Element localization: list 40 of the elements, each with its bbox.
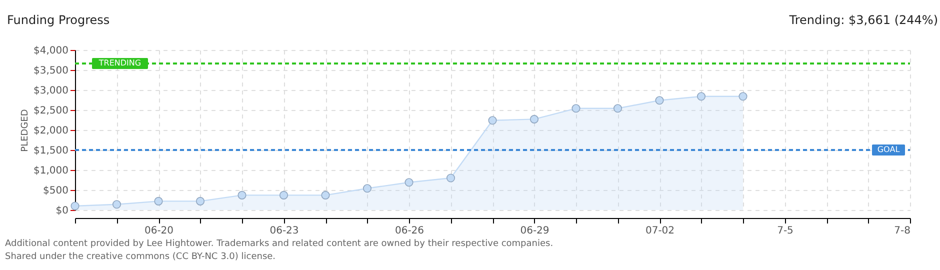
x-tick-label: 06-20	[144, 226, 174, 236]
point	[321, 190, 330, 200]
point	[70, 202, 80, 210]
point	[530, 114, 539, 124]
y-tick-label: $3,000	[34, 86, 68, 96]
y-axis-title: PLEDGED	[20, 109, 31, 152]
y-tick-label: $1,000	[34, 166, 68, 176]
x-tick-label: 06-29	[520, 226, 550, 236]
point	[446, 174, 456, 182]
y-tick-label: $2,000	[34, 126, 68, 136]
point	[613, 104, 622, 113]
point	[404, 178, 414, 187]
text: Shared under the creative commons (CC BY-NC 3.0) license.	[5, 252, 276, 262]
point	[362, 184, 372, 193]
point	[112, 200, 122, 209]
text: Additional content provided by Lee Hightower. Trademarks and related content are owned by their respective companies.	[5, 239, 554, 249]
y-tick-label: $1,500	[34, 146, 68, 156]
point	[655, 96, 664, 105]
x-tick-label: 06-23	[270, 226, 299, 236]
point	[154, 196, 163, 206]
x-tick-label: 07-02	[645, 226, 675, 236]
point	[196, 196, 205, 206]
chart-title: Funding Progress	[7, 13, 110, 27]
point	[279, 190, 288, 200]
ref-line-label: TRENDING	[98, 58, 142, 68]
point	[238, 190, 246, 200]
y-tick-label: $4,000	[34, 46, 68, 56]
text: Trending: $3,661 (244%)	[788, 13, 938, 27]
y-tick-label: $0	[56, 206, 68, 216]
y-tick-label: $2,500	[34, 106, 68, 116]
x-tick-label: 7-8	[894, 226, 910, 236]
ref-line-label: GOAL	[877, 145, 900, 154]
point	[488, 116, 497, 125]
y-tick-label: $500	[43, 186, 68, 196]
x-tick-label: 7-5	[777, 226, 794, 236]
x-tick-label: 06-26	[394, 226, 424, 236]
point	[572, 104, 580, 113]
y-tick-label: $3,500	[34, 66, 68, 76]
point	[738, 92, 748, 101]
point	[696, 92, 706, 101]
